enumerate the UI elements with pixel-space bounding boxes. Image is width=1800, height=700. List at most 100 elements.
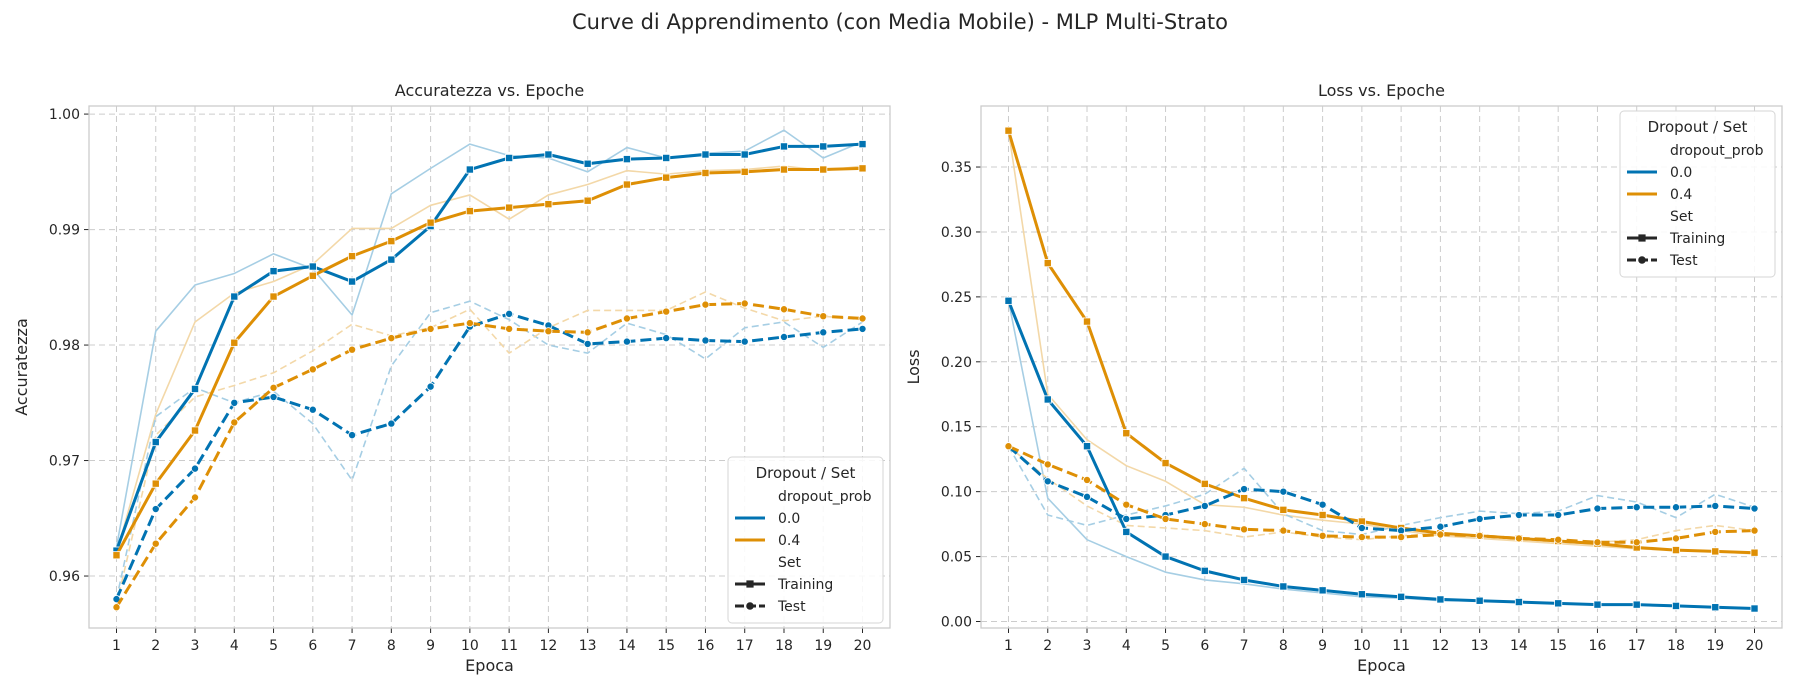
data-point <box>1593 600 1602 609</box>
data-point <box>348 345 357 354</box>
data-point <box>1004 126 1013 135</box>
series-smoothed-training-dropout-04 <box>112 164 867 560</box>
data-point <box>191 493 200 502</box>
x-tick-label: 7 <box>1240 638 1249 654</box>
legend-title: Dropout / Set <box>1648 118 1748 136</box>
data-point <box>622 180 631 189</box>
x-tick-label: 1 <box>112 638 121 654</box>
series-line <box>1007 300 1755 611</box>
data-point <box>348 277 357 286</box>
data-point <box>1161 459 1170 468</box>
data-point <box>858 314 867 323</box>
data-point <box>1514 534 1523 543</box>
series-smoothed-training-dropout-00 <box>1004 296 1759 613</box>
data-point <box>1318 586 1327 595</box>
data-point <box>1318 511 1327 520</box>
data-point <box>1279 582 1288 591</box>
data-point <box>387 237 396 246</box>
legend-swatch-marker <box>1638 234 1646 242</box>
legend-label-dropout-04: 0.4 <box>1670 187 1692 203</box>
data-point <box>1750 548 1759 557</box>
y-tick-label: 0.20 <box>941 355 972 371</box>
data-point <box>387 255 396 264</box>
accuracy-chart: 1 2 3 4 5 6 7 8 9 10 11 12 13 14 15 16 17 18 19 200.960.970… <box>12 81 891 675</box>
y-tick-label: 0.35 <box>941 160 972 176</box>
x-tick-label: 9 <box>426 638 435 654</box>
x-tick-label: 2 <box>151 638 160 654</box>
series-smoothed-test-dropout-04 <box>1004 442 1759 547</box>
chart-title: Loss vs. Epoche <box>1318 81 1445 100</box>
x-tick-label: 10 <box>461 638 479 654</box>
legend-title: Dropout / Set <box>756 464 856 482</box>
legend-swatch-marker <box>746 580 754 588</box>
x-tick-label: 11 <box>1392 638 1410 654</box>
x-tick-label: 8 <box>1279 638 1288 654</box>
data-point <box>505 324 514 333</box>
data-point <box>779 305 788 314</box>
data-point <box>544 150 553 159</box>
data-point <box>544 200 553 209</box>
x-tick-label: 3 <box>191 638 200 654</box>
data-point <box>1711 501 1720 510</box>
legend-box <box>727 456 884 624</box>
chart-title: Accuratezza vs. Epoche <box>395 81 584 100</box>
x-tick-label: 17 <box>1628 638 1646 654</box>
data-point <box>308 262 317 271</box>
data-point <box>1083 442 1092 451</box>
data-point <box>1043 460 1052 469</box>
data-point <box>465 207 474 216</box>
data-point <box>662 153 671 162</box>
x-tick-label: 6 <box>308 638 317 654</box>
x-tick-label: 17 <box>736 638 754 654</box>
data-point <box>1004 442 1013 451</box>
grid-lines <box>89 106 890 628</box>
loss-chart: 1 2 3 4 5 6 7 8 9 10 11 12 13 14 15 16 17 18 19 200.000.050… <box>904 81 1783 675</box>
data-point <box>779 165 788 174</box>
x-tick-label: 4 <box>1122 638 1131 654</box>
data-point <box>1083 492 1092 501</box>
x-tick-label: 7 <box>348 638 357 654</box>
data-point <box>1514 511 1523 520</box>
series-raw-test-dropout-04 <box>115 291 863 606</box>
data-point <box>1240 494 1249 503</box>
data-point <box>1122 527 1131 536</box>
data-point <box>1711 603 1720 612</box>
data-point <box>151 505 160 514</box>
x-tick-label: 8 <box>387 638 396 654</box>
data-point <box>1200 520 1209 529</box>
data-point <box>740 337 749 346</box>
data-point <box>505 203 514 212</box>
y-tick-label: 0.30 <box>941 225 972 241</box>
data-point <box>622 337 631 346</box>
legend-label-training: Training <box>777 577 833 593</box>
data-point <box>779 332 788 341</box>
data-point <box>1200 566 1209 575</box>
x-tick-label: 9 <box>1318 638 1327 654</box>
y-tick-label: 1.00 <box>49 107 80 123</box>
data-point <box>230 338 239 347</box>
series-smoothed-test-dropout-04 <box>112 299 867 612</box>
x-tick-label: 20 <box>854 638 872 654</box>
data-point <box>112 551 121 560</box>
series-line <box>1007 130 1755 555</box>
data-point <box>1357 590 1366 599</box>
data-point <box>1711 547 1720 556</box>
data-point <box>1043 395 1052 404</box>
series-smoothed-training-dropout-00 <box>112 140 867 555</box>
y-tick-label: 0.99 <box>49 223 80 239</box>
legend-label-training: Training <box>1669 231 1725 247</box>
data-point <box>1671 503 1680 512</box>
data-point <box>1357 533 1366 542</box>
data-point <box>1436 522 1445 531</box>
data-point <box>1436 530 1445 539</box>
y-tick-label: 0.25 <box>941 290 972 306</box>
data-point <box>1004 296 1013 305</box>
legend-label-test: Test <box>1669 253 1698 269</box>
data-point <box>269 393 278 402</box>
x-tick-label: 6 <box>1200 638 1209 654</box>
x-tick-label: 13 <box>1471 638 1489 654</box>
data-point <box>308 271 317 280</box>
data-point <box>1554 599 1563 608</box>
series-line <box>1007 445 1755 533</box>
data-point <box>1475 514 1484 523</box>
